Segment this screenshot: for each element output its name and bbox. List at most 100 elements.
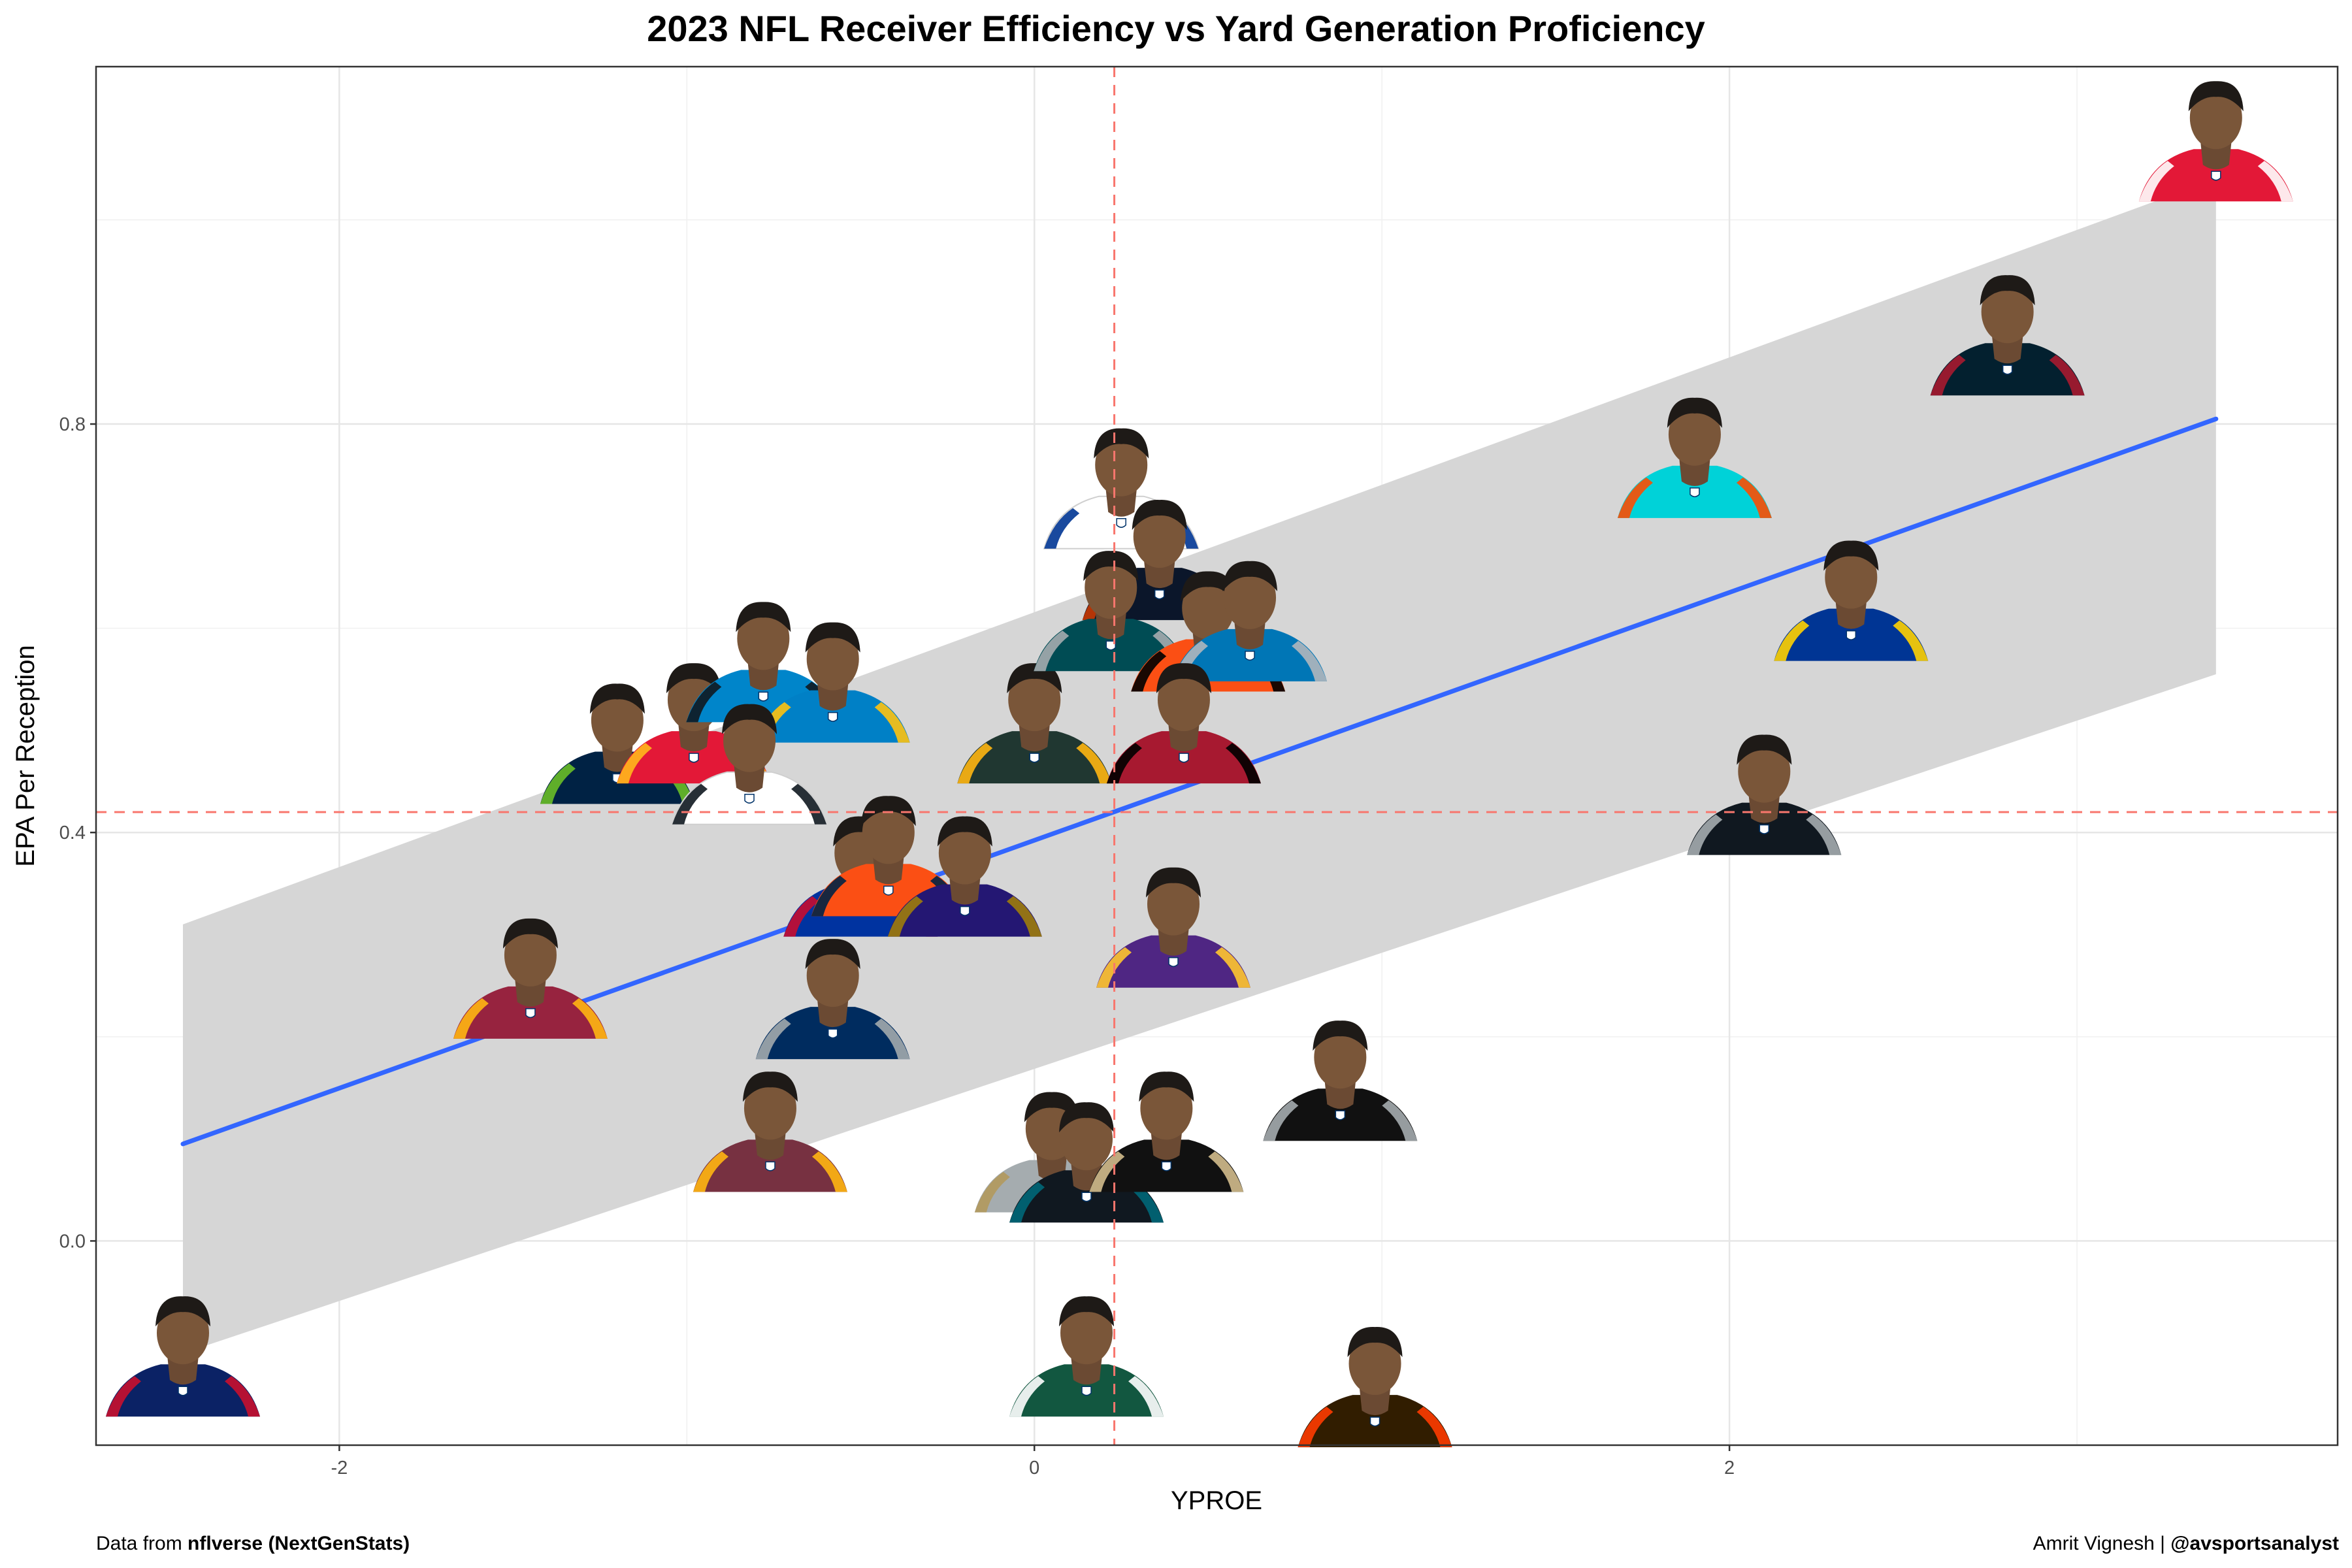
head xyxy=(1314,1026,1367,1089)
head xyxy=(806,944,859,1007)
player-headshot-point xyxy=(1774,540,1929,661)
jersey-stripe xyxy=(1106,743,1142,784)
jersey-stripe xyxy=(540,763,576,804)
head xyxy=(1224,566,1277,629)
head xyxy=(1008,668,1061,732)
jersey-stripe xyxy=(755,1019,791,1060)
nfl-shield-icon xyxy=(1154,589,1165,600)
player-headshot-point xyxy=(1089,1071,1244,1192)
hair xyxy=(736,602,791,632)
jersey-stripe xyxy=(1736,477,1772,518)
head xyxy=(2189,86,2242,150)
nfl-shield-icon xyxy=(2002,365,2013,375)
hair xyxy=(805,939,860,970)
jersey-stripe xyxy=(1416,1407,1452,1448)
nfl-shield-icon xyxy=(1116,517,1126,528)
jersey-stripe xyxy=(224,1376,260,1417)
hair xyxy=(666,663,721,694)
hair xyxy=(1156,663,1211,694)
hair xyxy=(722,704,777,734)
nfl-shield-icon xyxy=(1335,1110,1346,1120)
head xyxy=(806,627,859,691)
head xyxy=(1085,556,1137,619)
nfl-shield-icon xyxy=(1690,487,1700,498)
head xyxy=(1738,740,1791,803)
hair xyxy=(1059,1296,1115,1327)
x-axis-title: YPROE xyxy=(1171,1486,1262,1515)
y-tick-label: 0.8 xyxy=(59,414,86,435)
jersey-stripe xyxy=(1009,1182,1045,1223)
jersey-stripe xyxy=(1263,1100,1299,1141)
x-tick-label: -2 xyxy=(331,1458,348,1478)
jersey-stripe xyxy=(1687,814,1723,855)
head xyxy=(591,689,644,752)
jersey-stripe xyxy=(1382,1100,1418,1141)
author-caption: Amrit Vignesh | @avsportsanalyst xyxy=(2033,1533,2339,1554)
head xyxy=(1348,1332,1401,1396)
jersey-stripe xyxy=(1617,477,1653,518)
player-headshot-point xyxy=(1298,1327,1452,1448)
player-headshot-point xyxy=(2138,81,2293,202)
hair xyxy=(1980,275,2035,306)
hair xyxy=(1823,540,1879,571)
jersey-stripe xyxy=(1930,355,1966,396)
jersey-stripe xyxy=(693,1151,728,1192)
head xyxy=(1060,1107,1113,1171)
hair xyxy=(1059,1102,1115,1133)
y-tick-label: 0.4 xyxy=(59,823,86,843)
jersey-stripe xyxy=(672,783,708,825)
data-points xyxy=(105,81,2293,1448)
nfl-shield-icon xyxy=(1029,753,1039,763)
player-headshot-point xyxy=(887,816,1042,937)
head xyxy=(1182,576,1235,640)
jersey-stripe xyxy=(1893,620,1929,661)
head xyxy=(1147,872,1200,936)
nfl-shield-icon xyxy=(827,711,838,722)
hair xyxy=(502,918,558,949)
hair xyxy=(1737,734,1792,765)
nfl-shield-icon xyxy=(1245,651,1255,661)
author-handle: @avsportsanalyst xyxy=(2170,1533,2339,1554)
head xyxy=(1133,505,1186,568)
jersey-stripe xyxy=(783,896,819,937)
jersey-stripe xyxy=(686,681,722,723)
hair xyxy=(742,1071,798,1102)
nfl-shield-icon xyxy=(2211,171,2221,181)
jersey-stripe xyxy=(1089,1151,1125,1192)
player-headshot-point xyxy=(957,663,1112,784)
chart-title: 2023 NFL Receiver Efficiency vs Yard Gen… xyxy=(647,8,1705,49)
hair xyxy=(1132,500,1187,531)
head xyxy=(1060,1301,1113,1365)
y-axis: 0.0 0.4 0.8 xyxy=(59,414,96,1252)
jersey-stripe xyxy=(2257,161,2293,202)
jersey-stripe xyxy=(1076,743,1112,784)
hair xyxy=(1181,571,1236,602)
nfl-shield-icon xyxy=(1846,630,1857,640)
jersey-stripe xyxy=(1034,630,1070,672)
nfl-shield-icon xyxy=(1759,824,1770,834)
head xyxy=(1095,433,1148,497)
head xyxy=(1157,668,1210,732)
jersey-stripe xyxy=(572,998,608,1039)
head xyxy=(723,709,776,772)
head xyxy=(1668,402,1721,466)
player-headshot-point xyxy=(1687,734,1842,855)
nfl-shield-icon xyxy=(1081,1192,1092,1202)
player-headshot-point xyxy=(1106,663,1261,784)
jersey-stripe xyxy=(2049,355,2085,396)
jersey-stripe xyxy=(874,1019,910,1060)
hair xyxy=(1146,867,1201,898)
jersey-stripe xyxy=(1774,620,1810,661)
player-headshot-point xyxy=(1096,867,1251,988)
hair xyxy=(155,1296,210,1327)
hair xyxy=(805,622,860,653)
plot-area xyxy=(95,65,2339,1448)
jersey-stripe xyxy=(811,1151,847,1192)
player-headshot-point xyxy=(453,918,608,1039)
jersey-stripe xyxy=(1009,1376,1045,1417)
nfl-shield-icon xyxy=(744,793,755,804)
player-headshot-point xyxy=(1930,275,2085,396)
nfl-shield-icon xyxy=(689,753,699,763)
jersey-stripe xyxy=(957,743,993,784)
